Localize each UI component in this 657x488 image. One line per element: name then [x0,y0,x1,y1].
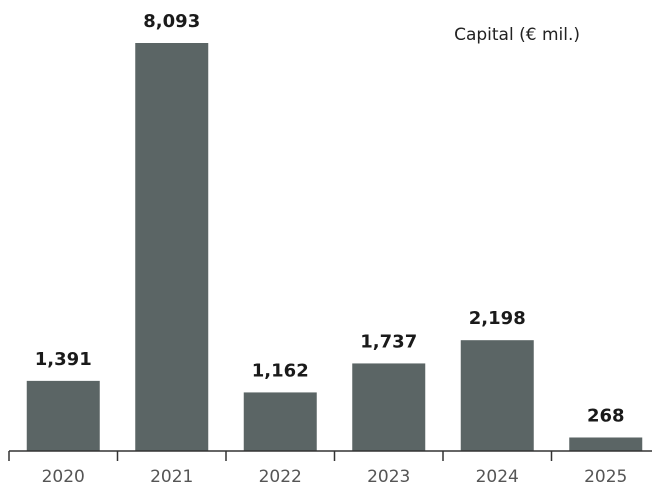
bar-2025 [569,437,643,451]
x-tick-label-2025: 2025 [584,467,627,487]
value-label-2020: 1,391 [35,349,92,370]
x-tick-label-2021: 2021 [150,467,193,487]
bars-group [26,43,643,451]
x-tick-label-2024: 2024 [476,467,519,487]
bar-2023 [352,363,426,451]
value-label-2023: 1,737 [360,331,417,352]
bar-2021 [135,43,209,451]
x-tick-label-2023: 2023 [367,467,410,487]
bar-2020 [26,380,100,451]
x-axis-ticks-group [8,451,553,461]
value-label-2024: 2,198 [469,308,526,329]
x-tick-label-2022: 2022 [259,467,302,487]
bar-2024 [460,340,534,451]
bar-2022 [243,392,317,451]
legend-label: Capital (€ mil.) [454,25,580,45]
value-label-2025: 268 [587,405,625,426]
value-label-2022: 1,162 [252,360,309,381]
x-tick-label-2020: 2020 [42,467,85,487]
x-axis-tick-labels-group: 2020 2021 2022 2023 2024 2025 [42,467,628,487]
value-labels-group: 1,391 8,093 1,162 1,737 2,198 268 [35,11,625,426]
value-label-2021: 8,093 [143,11,200,32]
